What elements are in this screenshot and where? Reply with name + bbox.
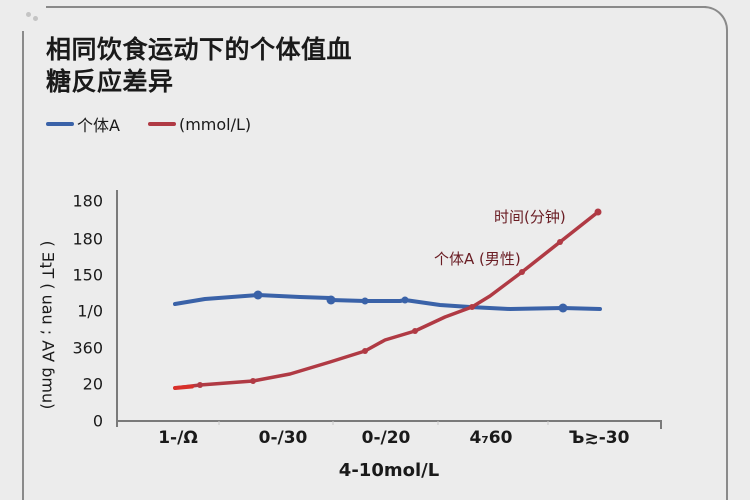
y-tick-label: 20 bbox=[82, 374, 103, 394]
legend-item-series-1: 个体A bbox=[46, 112, 120, 136]
legend-swatch-blue bbox=[46, 122, 74, 126]
legend-swatch-red bbox=[147, 122, 176, 126]
x-axis-label: 4-10mol/L bbox=[338, 460, 440, 481]
chart-legend: 个体A (mmol/L) bbox=[46, 112, 279, 136]
frame-border-corner bbox=[690, 6, 728, 44]
frame-border-right bbox=[726, 40, 728, 500]
chart-title-line-1: 相同饮食运动下的个体值血 bbox=[46, 35, 353, 64]
axes-lines bbox=[116, 190, 662, 429]
y-tick-label: 180 bbox=[72, 229, 103, 249]
y-tick-label: 0 bbox=[92, 411, 103, 431]
legend-label: 个体A bbox=[77, 116, 120, 135]
y-tick-label: 360 bbox=[72, 338, 103, 358]
legend-item-series-2: (mmol/L) bbox=[147, 114, 252, 134]
x-tick-label: Ъ≳-30 bbox=[568, 428, 630, 448]
frame-border-top bbox=[46, 6, 706, 8]
annotation-time: 时间(分钟) bbox=[494, 208, 566, 226]
x-tick-label: 1-/Ω bbox=[158, 428, 198, 448]
legend-label: (mmol/L) bbox=[178, 114, 252, 134]
x-tick-label: 0-/30 bbox=[258, 428, 308, 448]
chart-title: 相同饮食运动下的个体值血 糖反应差异 bbox=[46, 34, 406, 98]
frame-border-left bbox=[22, 31, 24, 500]
y-tick-label: 1/0 bbox=[77, 301, 103, 321]
x-tick-label: 0-/20 bbox=[361, 428, 411, 448]
chart-title-line-2: 糖反应差异 bbox=[46, 67, 174, 96]
decorative-dots-icon bbox=[26, 12, 40, 22]
x-tick-label: 4₇60 bbox=[469, 428, 513, 448]
series-red-line bbox=[173, 208, 602, 390]
series-blue-line bbox=[173, 290, 602, 313]
y-tick-label: 150 bbox=[72, 265, 103, 285]
y-tick-label: 180 bbox=[72, 191, 103, 211]
annotation-individual-a: 个体A (男性) bbox=[434, 250, 521, 268]
